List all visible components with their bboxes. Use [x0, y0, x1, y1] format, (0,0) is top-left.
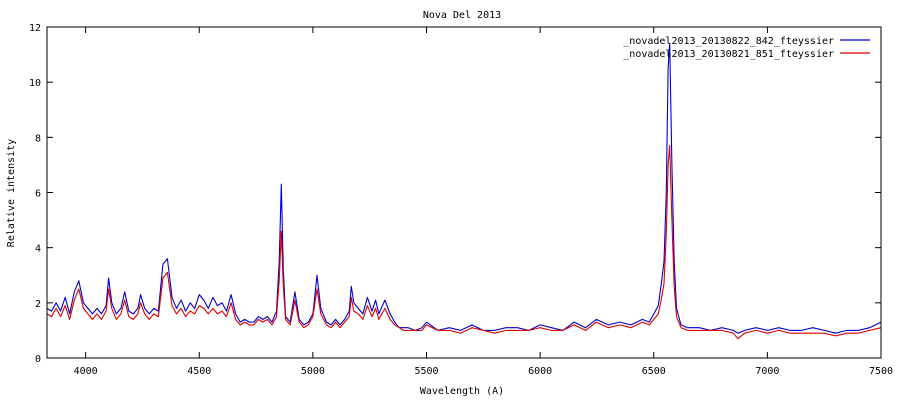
x-axis-title: Wavelength (A)	[420, 386, 504, 397]
y-axis-title: Relative intensity	[6, 139, 17, 247]
series-line-1	[46, 42, 882, 334]
x-tick-label: 6500	[642, 366, 666, 377]
x-tick-label: 4500	[187, 366, 211, 377]
y-tick-label: 10	[29, 78, 41, 89]
plot-series	[46, 42, 882, 340]
y-tick-label: 0	[35, 354, 41, 365]
x-tick-label: 7500	[869, 366, 893, 377]
chart-title: Nova Del 2013	[423, 10, 501, 21]
y-tick-label: 6	[35, 189, 41, 200]
x-tick-label: 5000	[301, 366, 325, 377]
legend: _novadel2013_20130822_842_fteyssier _nova…	[623, 36, 870, 60]
x-tick-label: 7000	[755, 366, 779, 377]
y-tick-label: 2	[35, 299, 41, 310]
y-tick-label: 12	[29, 23, 41, 34]
axis-ticks: 4000 4500 5000 5500 6000 6500 7000 7500 0 2 4 6 8 10 1…	[29, 23, 893, 377]
legend-label: _novadel2013_20130822_842_fteyssier	[623, 36, 834, 47]
x-tick-label: 5500	[414, 366, 438, 377]
x-tick-label: 6000	[528, 366, 552, 377]
x-tick-label: 4000	[74, 366, 98, 377]
legend-label: _novadel2013_20130821_851_fteyssier	[623, 49, 834, 60]
y-tick-label: 8	[35, 133, 41, 144]
series-line-2	[46, 145, 882, 340]
y-tick-label: 4	[35, 244, 41, 255]
plot-frame	[46, 26, 882, 359]
